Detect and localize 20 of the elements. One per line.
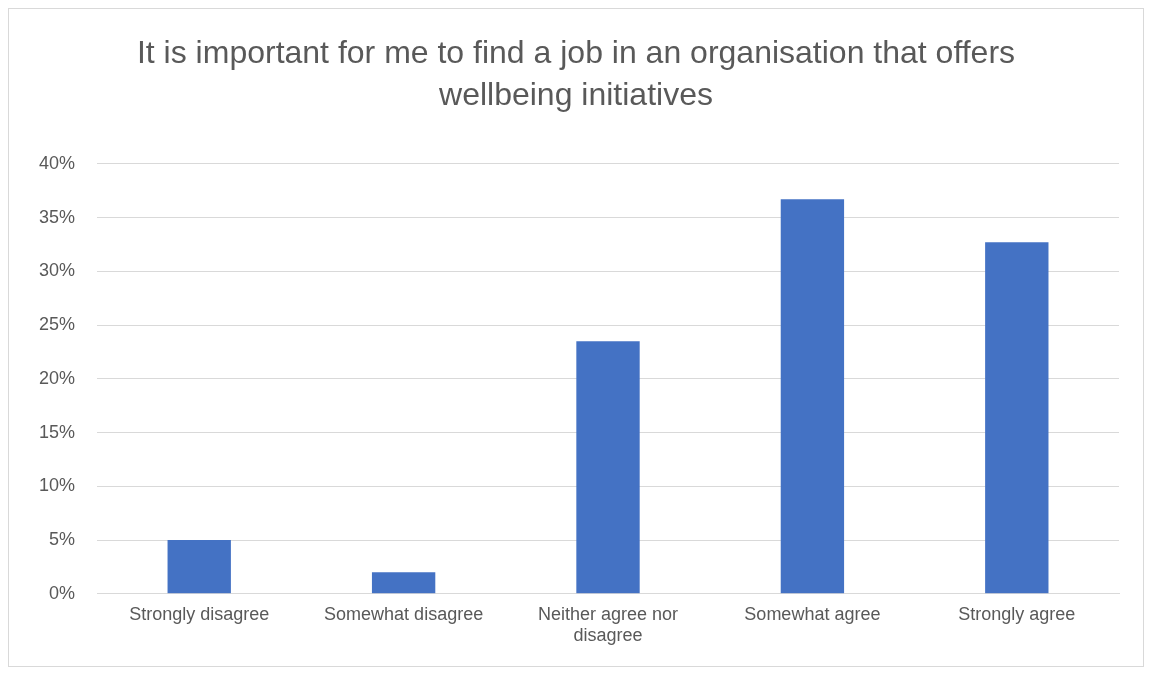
x-tick-label: Strongly disagree <box>129 603 270 624</box>
x-tick-label: Somewhat disagree <box>324 603 484 624</box>
chart-title: It is important for me to find a job in an organisation that offers wellbeing initiatives <box>135 33 1017 114</box>
y-tick-label: 25% <box>39 314 76 335</box>
x-tick-label: Neither agree nor disagree <box>537 603 679 646</box>
y-tick-label: 20% <box>39 367 76 388</box>
bar <box>371 572 436 594</box>
bar <box>576 341 640 594</box>
bar <box>780 199 845 594</box>
y-tick-label: 5% <box>49 529 76 550</box>
y-tick-label: 10% <box>39 475 76 496</box>
y-tick-label: 15% <box>39 421 76 442</box>
bar <box>167 540 231 594</box>
x-tick-label: Somewhat agree <box>744 603 881 624</box>
bar <box>985 242 1049 594</box>
y-tick-label: 35% <box>39 206 76 227</box>
y-tick-label: 40% <box>39 152 76 173</box>
y-tick-label: 0% <box>49 582 76 603</box>
y-tick-label: 30% <box>39 260 76 281</box>
x-tick-label: Strongly agree <box>958 603 1076 624</box>
